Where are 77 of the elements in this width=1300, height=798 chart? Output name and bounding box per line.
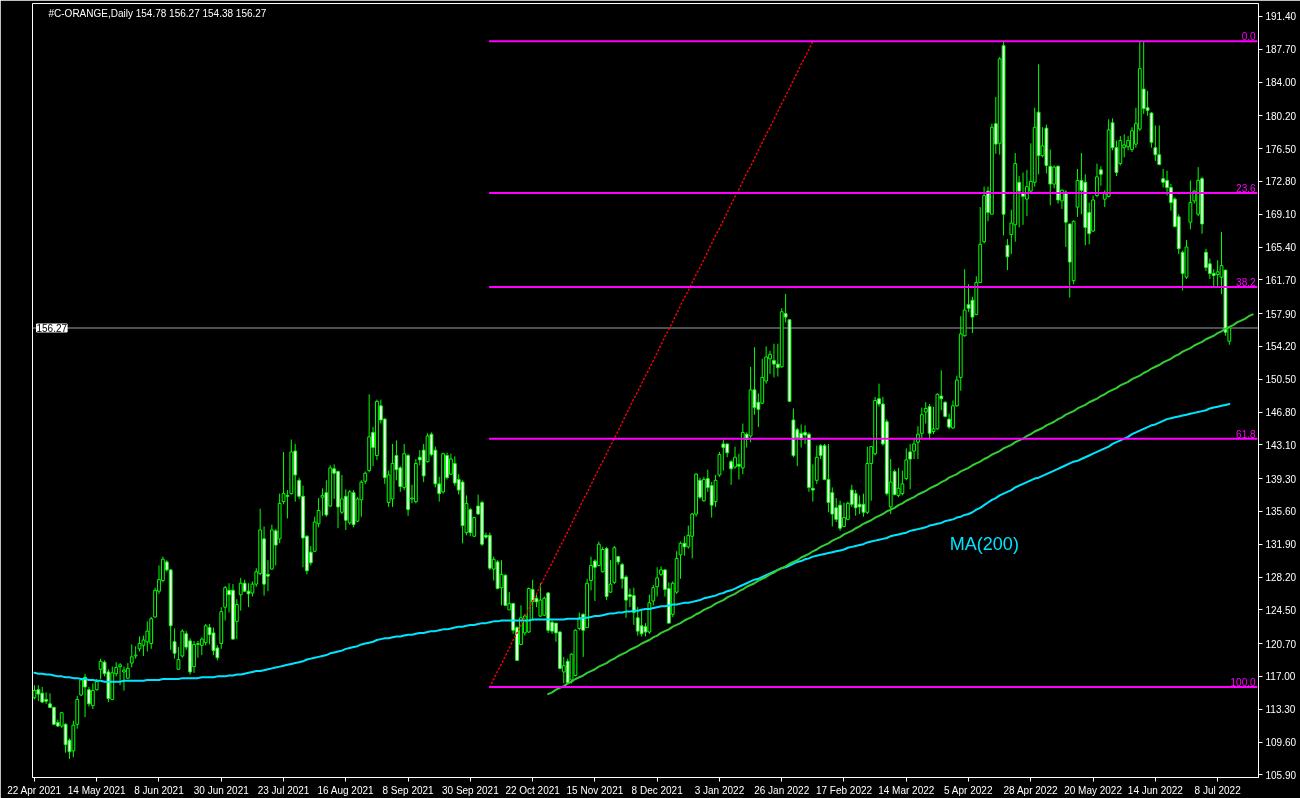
y-tick-label: 172.80 <box>1265 176 1297 188</box>
ref-line-label: 156.27 <box>36 323 68 334</box>
y-tick-label: 146.80 <box>1265 407 1297 419</box>
series-label: 100.0 <box>1230 677 1256 689</box>
candlestick <box>203 623 208 646</box>
y-tick-label: 135.60 <box>1265 506 1297 518</box>
y-tick-label: 176.50 <box>1265 143 1297 155</box>
series-label: 23.6 <box>1236 182 1256 194</box>
y-tick-label: 191.40 <box>1265 11 1297 23</box>
y-tick-label: 113.30 <box>1265 704 1296 716</box>
y-tick-label: 150.50 <box>1265 374 1297 386</box>
y-tick-label: 169.10 <box>1265 209 1297 221</box>
line-series <box>547 313 1254 696</box>
candlestick <box>192 640 196 674</box>
candlestick <box>713 474 718 508</box>
x-tick-label: 3 Jan 2022 <box>694 784 745 796</box>
candlestick <box>853 489 858 517</box>
candlestick <box>842 502 846 528</box>
series-label: MA(200) <box>949 533 1019 554</box>
y-tick-label: 187.70 <box>1265 44 1297 56</box>
x-tick-label: 28 Apr 2022 <box>1003 784 1058 796</box>
candlestick <box>145 620 150 653</box>
candlestick <box>118 662 122 686</box>
line-series <box>489 40 814 688</box>
y-tick-label: 120.70 <box>1265 638 1297 650</box>
candlestick <box>90 682 95 710</box>
x-tick-label: 5 Apr 2022 <box>944 784 993 796</box>
x-tick-label: 22 Apr 2021 <box>7 784 62 796</box>
series-label: 61.8 <box>1236 428 1256 440</box>
chart-title: #C-ORANGE,Daily 154.78 156.27 154.38 156.27 <box>48 7 267 19</box>
x-tick-label: 14 Jun 2022 <box>1127 784 1184 796</box>
candlestick <box>122 666 126 692</box>
candlestick <box>129 643 134 668</box>
candlestick <box>1095 163 1099 198</box>
candlestick <box>1157 124 1162 166</box>
y-tick-label: 165.40 <box>1265 242 1297 254</box>
candlestick <box>772 343 776 378</box>
x-tick-label: 8 Dec 2021 <box>631 784 684 796</box>
y-tick-label: 154.20 <box>1265 341 1297 353</box>
y-tick-label: 131.90 <box>1265 539 1297 551</box>
x-tick-label: 30 Sep 2021 <box>442 784 500 796</box>
x-tick-label: 30 Jun 2021 <box>193 784 250 796</box>
candlestick <box>896 467 901 498</box>
x-tick-label: 14 May 2021 <box>67 784 127 796</box>
candlestick <box>211 627 216 656</box>
x-tick-label: 15 Nov 2021 <box>566 784 624 796</box>
x-tick-label: 23 Jul 2021 <box>257 784 310 796</box>
candlestick <box>857 494 862 515</box>
candlestick <box>172 627 177 660</box>
y-tick-label: 109.60 <box>1265 737 1297 749</box>
series-label: 38.2 <box>1236 276 1256 288</box>
x-tick-label: 20 May 2022 <box>1064 784 1123 796</box>
y-tick-label: 143.10 <box>1265 439 1297 451</box>
x-tick-label: 17 Feb 2022 <box>815 784 873 796</box>
y-tick-label: 139.30 <box>1265 473 1297 485</box>
x-tick-label: 8 Jul 2022 <box>1194 784 1242 796</box>
y-tick-label: 124.50 <box>1265 604 1297 616</box>
x-tick-label: 8 Jun 2021 <box>134 784 185 796</box>
candlestick <box>293 443 298 503</box>
y-tick-label: 157.90 <box>1265 308 1297 320</box>
y-tick-label: 128.20 <box>1265 572 1297 584</box>
y-tick-label: 117.00 <box>1265 671 1296 683</box>
candlestick <box>44 691 49 705</box>
x-tick-label: 16 Aug 2021 <box>317 784 375 796</box>
x-tick-label: 14 Mar 2022 <box>878 784 935 796</box>
y-tick-label: 184.00 <box>1265 77 1297 89</box>
candlestick <box>838 500 842 532</box>
candlestick <box>682 535 687 557</box>
candlestick <box>908 443 913 490</box>
y-tick-label: 105.90 <box>1265 769 1297 781</box>
candlestick <box>83 673 87 718</box>
y-tick-label: 180.20 <box>1265 110 1297 122</box>
x-tick-label: 22 Oct 2021 <box>505 784 561 796</box>
y-tick-label: 161.70 <box>1265 274 1297 286</box>
x-tick-label: 26 Jan 2022 <box>754 784 810 796</box>
x-tick-label: 8 Sep 2021 <box>382 784 435 796</box>
series-label: 0.0 <box>1241 31 1256 43</box>
